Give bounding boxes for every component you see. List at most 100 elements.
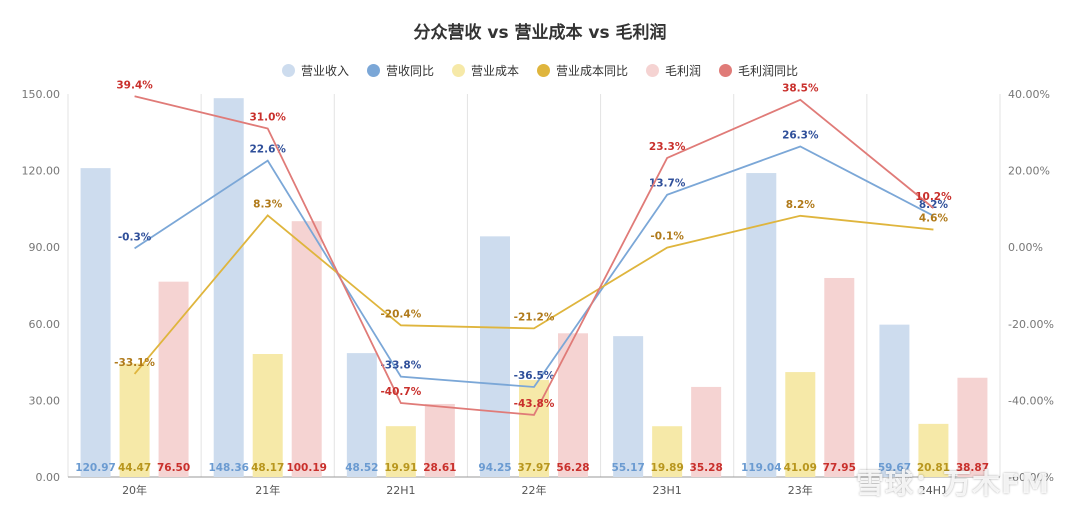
bar	[652, 426, 683, 477]
bar	[824, 277, 855, 477]
bar	[691, 386, 722, 477]
x-tick-label: 24H1	[919, 484, 948, 497]
bar	[291, 221, 322, 477]
legend-label: 毛利润同比	[738, 64, 799, 78]
line-value-label: 13.7%	[649, 178, 686, 190]
bar	[119, 363, 150, 477]
y-right-tick-label: -40.00%	[1008, 394, 1054, 407]
x-tick-label: 20年	[122, 483, 147, 497]
line-value-label: -36.5%	[514, 370, 555, 382]
y-left-tick-label: 60.00	[29, 318, 61, 331]
bar	[158, 281, 189, 477]
line-value-label: -0.1%	[650, 231, 684, 243]
bar	[957, 377, 988, 477]
bar	[480, 236, 510, 477]
y-left-tick-label: 150.00	[22, 88, 61, 101]
bar	[746, 173, 777, 477]
legend-marker	[537, 64, 550, 77]
legend-marker	[451, 64, 465, 77]
y-left-tick-label: 0.00	[36, 471, 61, 484]
bar	[613, 336, 644, 477]
line-value-label: 4.6%	[919, 213, 949, 225]
bar	[252, 354, 283, 477]
y-right-tick-label: -20.00%	[1008, 318, 1054, 331]
legend-item-revenue[interactable]: 营业收入	[281, 62, 349, 79]
bar-value-label: 37.97	[517, 462, 550, 474]
line-value-label: 31.0%	[249, 111, 286, 123]
bar-value-label: 44.47	[118, 462, 151, 474]
chart-title: 分众营收 vs 营业成本 vs 毛利润	[413, 23, 667, 43]
line-value-label: 39.4%	[116, 79, 153, 91]
line-value-label: 38.5%	[782, 83, 819, 95]
legend-marker	[366, 64, 380, 77]
line-value-label: 8.3%	[253, 198, 283, 210]
bar	[346, 353, 377, 477]
legend-label: 毛利润	[665, 64, 702, 78]
legend-item-cost-yoy[interactable]: 营业成本同比	[537, 62, 628, 79]
legend-item-revenue-yoy[interactable]: 营收同比	[366, 62, 434, 79]
bar-value-label: 94.25	[478, 462, 511, 474]
legend-marker	[281, 64, 295, 77]
legend-item-gross-profit-yoy[interactable]: 毛利润同比	[719, 62, 798, 79]
legend-label: 营业收入	[300, 64, 349, 78]
bar-value-label: 56.28	[556, 462, 589, 474]
y-left-tick-label: 30.00	[29, 394, 61, 407]
line-value-label: -43.8%	[514, 398, 555, 410]
legend-marker	[719, 64, 733, 77]
chart-legend: 营业收入 营收同比 营业成本 营业成本同比 毛利润 毛利润同比	[0, 62, 1080, 79]
y-right-tick-label: 40.00%	[1008, 88, 1050, 101]
bar	[879, 324, 910, 477]
bar	[424, 403, 455, 477]
y-right-tick-label: -60.00%	[1008, 471, 1054, 484]
bar-value-label: 48.52	[345, 462, 378, 474]
bar-value-label: 20.81	[917, 462, 950, 474]
x-tick-label: 22H1	[386, 484, 415, 497]
legend-label: 营业成本	[470, 64, 519, 78]
bar	[213, 98, 244, 477]
bar-value-label: 59.67	[878, 462, 911, 474]
bar	[558, 333, 588, 477]
bar	[918, 423, 949, 477]
bar-value-label: 120.97	[75, 462, 116, 474]
bar-value-label: 19.91	[384, 462, 417, 474]
bar-value-label: 19.89	[651, 462, 684, 474]
bar-value-label: 148.36	[208, 462, 249, 474]
bar-value-label: 100.19	[286, 462, 327, 474]
bar	[80, 168, 111, 477]
bar	[785, 372, 816, 477]
bar-value-label: 77.95	[823, 462, 856, 474]
watermark: 雪球：万木FM	[856, 467, 1050, 500]
bar-value-label: 48.17	[251, 462, 284, 474]
legend-label: 营收同比	[385, 64, 434, 78]
y-right-tick-label: 0.00%	[1008, 241, 1043, 254]
series-line	[133, 214, 934, 375]
line-value-label: -0.3%	[118, 231, 152, 243]
legend-item-gross-profit[interactable]: 毛利润	[646, 62, 701, 79]
line-value-label: 26.3%	[782, 129, 819, 141]
bar-value-label: 76.50	[157, 462, 190, 474]
y-left-tick-label: 120.00	[22, 165, 61, 178]
line-value-label: -33.8%	[380, 360, 421, 372]
line-value-label: -40.7%	[380, 386, 421, 398]
y-left-tick-label: 90.00	[29, 241, 61, 254]
line-value-label: 23.3%	[649, 141, 686, 153]
legend-label: 营业成本同比	[556, 64, 629, 78]
bar-value-label: 28.61	[423, 462, 456, 474]
bar-value-label: 55.17	[612, 462, 645, 474]
line-value-label: -21.2%	[514, 311, 555, 323]
x-tick-label: 21年	[255, 483, 280, 497]
bar-value-label: 41.09	[784, 462, 817, 474]
line-value-label: 10.2%	[915, 191, 952, 203]
bar-value-label: 119.04	[741, 462, 782, 474]
line-value-label: 8.2%	[786, 199, 816, 211]
line-value-label: -20.4%	[380, 308, 421, 320]
y-right-tick-label: 20.00%	[1008, 165, 1050, 178]
legend-item-cost[interactable]: 营业成本	[451, 62, 519, 79]
series-line	[134, 95, 934, 416]
bar-value-label: 38.87	[956, 462, 989, 474]
x-tick-label: 23H1	[653, 484, 682, 497]
line-value-label: -33.1%	[114, 357, 155, 369]
bar-value-label: 35.28	[690, 462, 723, 474]
legend-marker	[646, 64, 660, 77]
